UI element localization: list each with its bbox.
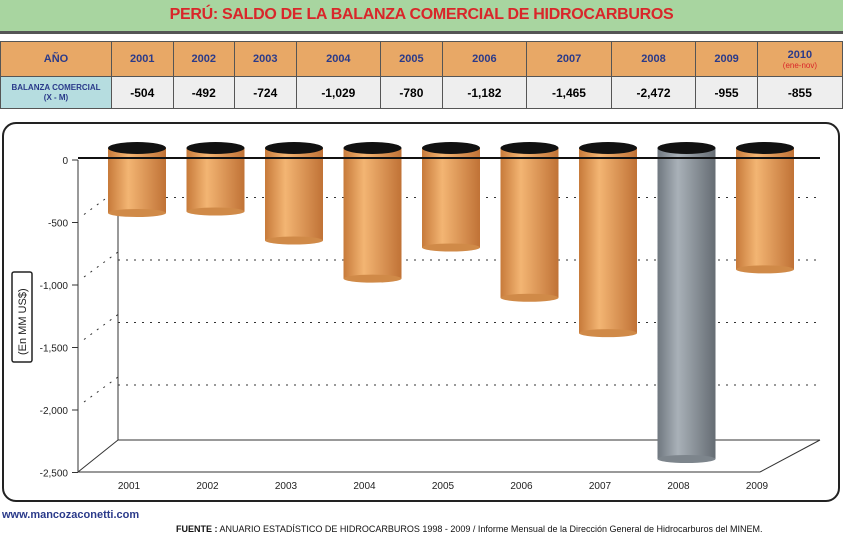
x-tick-label: 2004 — [353, 481, 376, 492]
bar — [657, 148, 716, 459]
y-tick-label: -2,500 — [40, 469, 69, 480]
year-header: 2003 — [234, 41, 297, 77]
y-axis-label-box — [11, 271, 33, 363]
bar — [265, 148, 323, 241]
year-header: 2006 — [441, 41, 528, 77]
x-tick-label: 2008 — [667, 481, 690, 492]
year-text: 2006 — [472, 53, 497, 65]
website-link[interactable]: www.mancozaconetti.com — [2, 509, 140, 521]
year-text: 2003 — [253, 53, 278, 65]
year-header: 2005 — [380, 41, 443, 77]
data-table: AÑO 2001 2002 2003 2004 2005 2006 2007 2008 2009 2… — [0, 41, 843, 109]
row-label: BALANZA COMERCIAL (X - M) — [0, 76, 112, 109]
bar — [579, 148, 637, 334]
floor-right-edge — [759, 439, 821, 473]
source-text: ANUARIO ESTADÍSTICO DE HIDROCARBUROS 199… — [219, 524, 763, 534]
bar-bottom — [343, 274, 402, 283]
gridline-side — [83, 376, 119, 403]
bar-top — [736, 142, 794, 154]
source-label: FUENTE : — [176, 524, 218, 534]
bar-bottom — [579, 329, 637, 338]
year-header: 2007 — [526, 41, 612, 77]
page-title: PERÚ: SALDO DE LA BALANZA COMERCIAL DE H… — [0, 0, 843, 34]
gridline-side — [83, 314, 119, 340]
bar-top — [579, 142, 637, 154]
value-cell: -1,465 — [526, 76, 612, 109]
x-tick-label: 2002 — [196, 481, 219, 492]
bar-top — [108, 142, 166, 154]
bar-bottom — [186, 207, 245, 216]
year-header: 2009 — [695, 41, 758, 77]
floor-left-edge — [77, 439, 119, 473]
value-cell: -2,472 — [610, 76, 697, 109]
bar-bottom — [422, 243, 480, 252]
value-cell: -780 — [380, 76, 443, 109]
y-tick-label: -1,000 — [40, 281, 69, 292]
bar-top — [265, 142, 323, 154]
bar — [736, 148, 794, 270]
gridline-side — [83, 251, 119, 278]
bar — [343, 148, 402, 279]
row-sublabel: (X - M) — [43, 92, 69, 102]
value-cell: -1,182 — [441, 76, 528, 109]
year-text: 2004 — [326, 53, 351, 65]
year-text: 2010 — [787, 48, 813, 61]
x-tick-label: 2006 — [510, 481, 533, 492]
year-text: 2002 — [191, 53, 217, 65]
source-note: FUENTE : ANUARIO ESTADÍSTICO DE HIDROCAR… — [176, 524, 763, 534]
bar-bottom — [108, 209, 166, 217]
bar-top — [657, 142, 716, 154]
x-tick-label: 2007 — [589, 481, 612, 492]
year-note: (ene-nov) — [782, 60, 818, 70]
bar-top — [186, 142, 245, 154]
year-text: 2005 — [399, 53, 424, 65]
y-axis-label: (En MM US$) — [17, 288, 29, 355]
row-label-text: BALANZA COMERCIAL — [11, 82, 101, 92]
header-label: AÑO — [0, 41, 112, 77]
value-cell: -492 — [172, 76, 236, 109]
year-header: 2010 (ene-nov) — [756, 41, 843, 77]
bar-top — [500, 142, 559, 154]
y-tick-label: 0 — [62, 156, 68, 167]
year-text: 2009 — [714, 53, 739, 65]
bar-bottom — [736, 265, 794, 274]
year-header: 2008 — [610, 41, 697, 77]
bar-bottom — [265, 236, 323, 245]
year-header: 2002 — [172, 41, 236, 77]
value-cell: -504 — [111, 76, 174, 109]
value-cell: -955 — [695, 76, 758, 109]
value-cell: -1,029 — [295, 76, 382, 109]
y-tick-label: -2,000 — [40, 406, 69, 417]
year-text: 2001 — [130, 53, 155, 65]
bar-bottom — [500, 293, 559, 302]
y-tick-label: -500 — [48, 219, 68, 230]
year-text: 2007 — [556, 53, 582, 65]
value-cell: -855 — [756, 76, 843, 109]
year-text: 2008 — [641, 53, 666, 65]
x-tick-label: 2001 — [118, 481, 141, 492]
x-tick-label: 2003 — [275, 481, 298, 492]
bar-bottom — [657, 455, 716, 463]
x-tick-label: 2005 — [432, 481, 455, 492]
bar-top — [343, 142, 402, 154]
bar — [500, 148, 559, 298]
bar — [422, 148, 480, 248]
x-tick-label: 2009 — [746, 481, 769, 492]
y-tick-label: -1,500 — [40, 344, 69, 355]
bar-top — [422, 142, 480, 154]
